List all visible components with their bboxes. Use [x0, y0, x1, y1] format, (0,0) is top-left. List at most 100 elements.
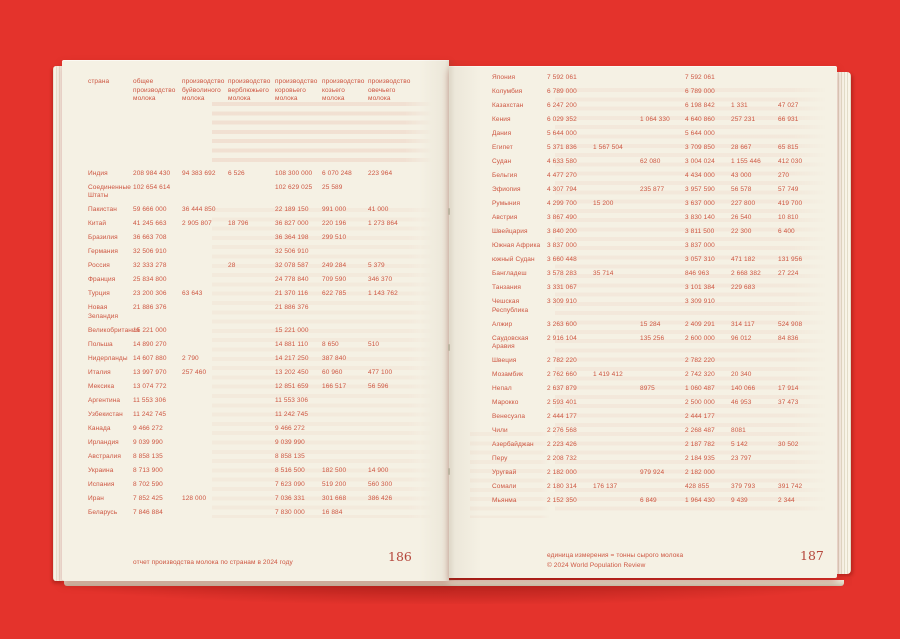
table-row: Алжир 3 263 600 15 284 2 409 291 314 117 524 … — [492, 321, 823, 330]
value-cell — [593, 130, 640, 139]
milk-table-left: страна общее производство молока производс… — [88, 78, 412, 523]
country-name: Чили — [492, 427, 508, 434]
value-cell: 10 810 — [778, 214, 799, 221]
value-cell: 1 419 412 — [593, 371, 623, 378]
value-cell: 8 516 500 — [275, 466, 305, 474]
value-cell: 5 142 — [731, 441, 748, 448]
value-cell: 2 182 000 — [547, 469, 577, 476]
value-cell — [593, 321, 640, 330]
country-name: Перу — [492, 455, 508, 462]
country-name: Италия — [88, 368, 111, 376]
value-cell: 102 654 614 — [133, 183, 171, 191]
value-cell — [731, 242, 778, 251]
value-cell: 4 299 700 — [547, 200, 577, 207]
value-cell — [368, 327, 412, 336]
value-cell: 1 064 330 — [640, 116, 670, 123]
value-cell: 519 200 — [322, 480, 347, 488]
value-cell — [778, 88, 823, 97]
country-name: Россия — [88, 262, 110, 269]
value-cell: 135 256 — [640, 334, 665, 342]
value-cell: 2 500 000 — [685, 399, 715, 406]
value-cell — [640, 74, 685, 83]
table-row: Швейцария 3 840 200 3 811 500 22 300 6 400 — [492, 228, 823, 237]
value-cell — [228, 248, 275, 257]
value-cell: 59 666 000 — [133, 206, 167, 213]
value-cell — [778, 74, 823, 83]
value-cell: 979 924 — [640, 469, 665, 476]
value-cell — [368, 184, 412, 201]
value-cell: 3 811 500 — [685, 228, 715, 235]
value-cell — [640, 298, 685, 315]
value-cell: 2 600 000 — [685, 334, 715, 342]
value-cell: 1 143 762 — [368, 290, 398, 297]
table-row: Дания 5 644 000 5 644 000 — [492, 130, 823, 139]
value-cell: 2 593 401 — [547, 399, 577, 406]
page-stack-left-edge — [53, 66, 63, 581]
value-cell: 3 101 384 — [685, 284, 715, 291]
table-row: Украина 8 713 900 8 516 500 182 500 14 900 — [88, 467, 412, 476]
value-cell: 2 182 000 — [685, 469, 715, 476]
value-cell — [640, 427, 685, 436]
value-cell: 2 180 314 — [547, 483, 577, 490]
value-cell: 3 578 283 — [547, 270, 577, 277]
value-cell: 7 830 000 — [275, 508, 305, 516]
value-cell: 379 793 — [731, 483, 756, 490]
value-cell: 346 370 — [368, 276, 393, 283]
value-cell: 3 709 850 — [685, 144, 715, 151]
country-name: Сомали — [492, 483, 517, 490]
value-cell: 32 506 910 — [275, 248, 309, 255]
table-row: Азербайджан 2 223 426 2 187 782 5 142 30 502 — [492, 441, 823, 450]
value-cell: 387 840 — [322, 354, 347, 362]
value-cell: 2 637 879 — [547, 385, 577, 392]
value-cell: 140 066 — [731, 385, 756, 392]
table-row: Мексика 13 074 772 12 851 659 166 517 56 596 — [88, 383, 412, 392]
value-cell: 7 592 061 — [547, 74, 577, 81]
value-cell: 8 858 135 — [275, 452, 305, 460]
country-name: Судан — [492, 158, 512, 165]
value-cell — [228, 453, 275, 462]
country-name: Нидерланды — [88, 354, 128, 362]
value-cell: 524 908 — [778, 320, 803, 328]
value-cell: 11 553 306 — [275, 396, 309, 404]
country-name: Египет — [492, 144, 513, 151]
country-name: Румыния — [492, 200, 521, 207]
value-cell: 386 426 — [368, 494, 393, 502]
value-cell — [593, 284, 640, 293]
value-cell: 2 444 177 — [685, 413, 715, 420]
value-cell — [182, 327, 228, 336]
value-cell — [640, 214, 685, 223]
value-cell: 14 607 880 — [133, 354, 167, 362]
country-name: Иран — [88, 494, 104, 502]
value-cell: 257 460 — [182, 368, 207, 376]
column-header-row: страна общее производство молока производс… — [88, 78, 412, 104]
value-cell: 46 953 — [731, 399, 752, 406]
value-cell — [322, 453, 368, 462]
table-row: Канада 9 466 272 9 466 272 — [88, 425, 412, 434]
value-cell — [593, 102, 640, 111]
country-name: Бразилия — [88, 234, 118, 241]
column-header: страна — [88, 78, 110, 85]
table-row: Италия 13 997 970 257 460 13 202 450 60 960 4… — [88, 369, 412, 378]
binding-stitch — [448, 208, 450, 215]
table-row: Перу 2 208 732 2 184 935 23 797 — [492, 455, 823, 464]
column-header: общее производство молока — [133, 78, 176, 102]
value-cell: 6 070 248 — [322, 169, 352, 177]
country-name: Беларусь — [88, 508, 118, 516]
value-cell — [182, 439, 228, 448]
value-cell: 8 858 135 — [133, 452, 163, 460]
table-row: Бельгия 4 477 270 4 434 000 43 000 270 — [492, 172, 823, 181]
value-cell: 13 202 450 — [275, 368, 309, 376]
value-cell — [182, 262, 228, 271]
value-cell: 32 078 587 — [275, 262, 309, 269]
value-cell: 6 789 000 — [685, 88, 715, 95]
table-row: Непал 2 637 879 8975 1 060 487 140 066 17 914 — [492, 385, 823, 394]
value-cell — [731, 357, 778, 366]
country-name: Великобритания — [88, 326, 140, 334]
value-cell: 2 782 220 — [547, 357, 577, 364]
value-cell — [368, 425, 412, 434]
table-row: Россия 32 333 278 28 32 078 587 249 284 5 379 — [88, 262, 412, 271]
country-name: Дания — [492, 130, 512, 137]
value-cell: 9 039 990 — [275, 438, 305, 446]
value-cell: 108 300 000 — [275, 169, 313, 177]
value-cell: 4 477 270 — [547, 172, 577, 179]
